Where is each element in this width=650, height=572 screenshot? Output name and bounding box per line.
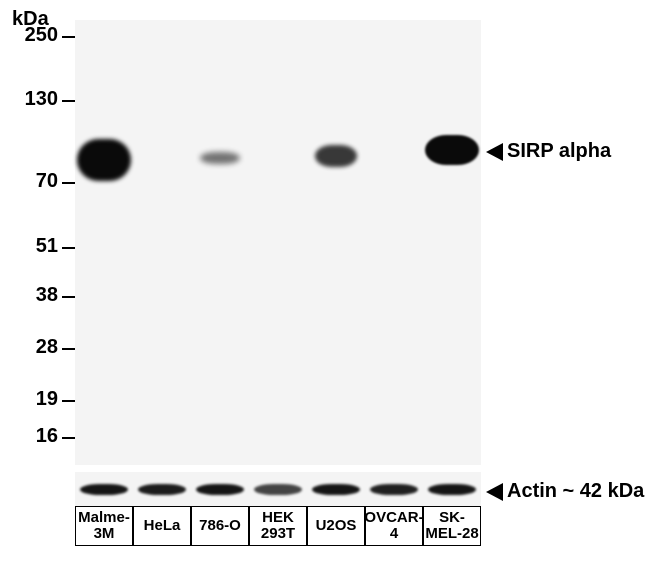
lane-label: OVCAR-4 — [365, 506, 423, 546]
ladder-tick — [62, 36, 75, 38]
ladder-label: 19 — [8, 388, 58, 411]
actin-band — [428, 484, 476, 495]
annotation-text: Actin ~ 42 kDa — [507, 480, 644, 503]
lane-label: 786-O — [191, 506, 249, 546]
ladder-tick — [62, 348, 75, 350]
ladder-label: 130 — [8, 88, 58, 111]
blot-figure: kDa 250130705138281916Malme-3MHeLa786-OH… — [0, 0, 650, 572]
lane-label: U2OS — [307, 506, 365, 546]
protein-band — [77, 139, 130, 181]
ladder-label: 38 — [8, 284, 58, 307]
lane-label-text: 786-O — [199, 518, 241, 534]
protein-band — [425, 135, 478, 165]
actin-band — [254, 484, 302, 495]
lane-label-text: U2OS — [316, 518, 357, 534]
actin-band — [138, 484, 186, 495]
annotation-text: SIRP alpha — [507, 140, 611, 163]
protein-band — [315, 145, 357, 167]
ladder-tick — [62, 182, 75, 184]
ladder-tick — [62, 296, 75, 298]
annotation-arrow: Actin ~ 42 kDa — [486, 480, 644, 503]
ladder-tick — [62, 100, 75, 102]
actin-band — [312, 484, 360, 495]
arrow-head-icon — [486, 483, 503, 501]
protein-band — [200, 152, 241, 164]
ladder-label: 250 — [8, 24, 58, 47]
actin-band — [370, 484, 418, 495]
lane-label: Malme-3M — [75, 506, 133, 546]
lane-label: HEK293T — [249, 506, 307, 546]
ladder-tick — [62, 437, 75, 439]
lane-label-text: Malme-3M — [78, 510, 130, 542]
ladder-label: 16 — [8, 425, 58, 448]
ladder-label: 28 — [8, 336, 58, 359]
ladder-label: 70 — [8, 170, 58, 193]
lane-label: SK-MEL-28 — [423, 506, 481, 546]
lane-label: HeLa — [133, 506, 191, 546]
annotation-arrow: SIRP alpha — [486, 140, 611, 163]
ladder-tick — [62, 400, 75, 402]
ladder-label: 51 — [8, 235, 58, 258]
actin-band — [196, 484, 244, 495]
lane-label-text: SK-MEL-28 — [425, 510, 478, 542]
actin-band — [80, 484, 128, 495]
lane-label-text: HEK293T — [261, 510, 295, 542]
main-blot-panel — [75, 20, 481, 465]
ladder-tick — [62, 247, 75, 249]
lane-label-text: HeLa — [144, 518, 181, 534]
arrow-head-icon — [486, 143, 503, 161]
lane-labels-topline — [75, 506, 481, 507]
lane-label-text: OVCAR-4 — [364, 510, 423, 542]
